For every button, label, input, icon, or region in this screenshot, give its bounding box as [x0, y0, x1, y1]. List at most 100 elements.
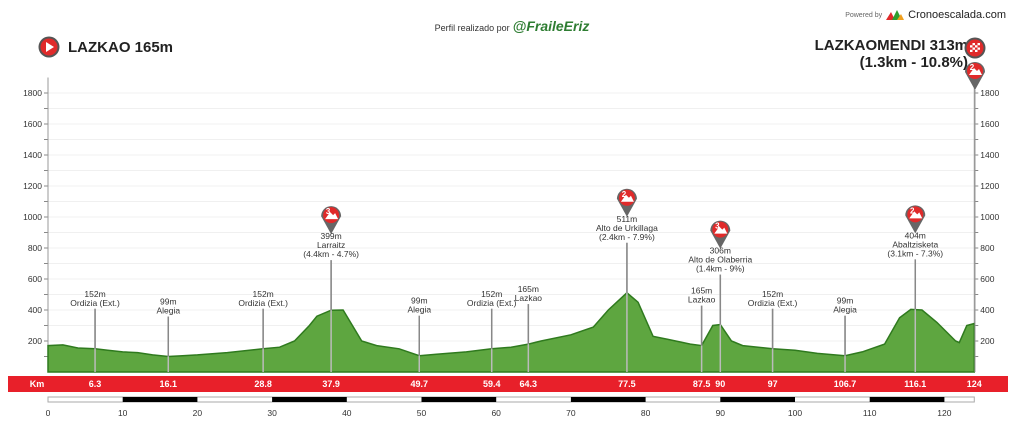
checkered-flag-icon	[964, 37, 986, 59]
distance-scale-segment	[421, 397, 497, 402]
waypoint-alt: 165m	[691, 286, 712, 296]
climb-category: 3	[326, 207, 331, 216]
mountain-logo-icon	[886, 10, 905, 20]
start-title: LAZKAO 165m	[68, 38, 174, 56]
km-mark: 59.4	[483, 379, 501, 389]
waypoint-alt: 99m	[411, 296, 428, 306]
play-icon	[38, 36, 60, 58]
y-tick-label-left: 800	[28, 243, 42, 253]
waypoint	[710, 220, 731, 372]
y-tick-label-right: 1000	[980, 212, 999, 222]
y-tick-label-right: 1800	[980, 88, 999, 98]
x-tick-label: 50	[417, 408, 427, 418]
finish-title: LAZKAOMENDI 313m	[814, 37, 968, 54]
km-mark: 16.1	[160, 379, 178, 389]
waypoint	[616, 188, 637, 372]
distance-scale-segment	[570, 397, 646, 402]
km-mark: 64.3	[520, 379, 538, 389]
y-tick-label-right: 400	[980, 305, 994, 315]
start-label: LAZKAO 165m	[38, 36, 173, 58]
km-mark: 6.3	[89, 379, 102, 389]
y-tick-label-right: 1200	[980, 181, 999, 191]
waypoint-detail: (4.4km - 4.7%)	[303, 249, 359, 259]
y-tick-label-left: 600	[28, 274, 42, 284]
waypoint-alt: 152m	[253, 289, 274, 299]
waypoint-alt: 99m	[160, 297, 177, 307]
waypoint-alt: 152m	[762, 289, 783, 299]
distance-scale-segment	[720, 397, 795, 402]
waypoint-alt: 165m	[518, 284, 539, 294]
mountain-icon	[620, 194, 634, 202]
mountain-icon	[909, 211, 923, 219]
climb-category: 3	[715, 222, 720, 231]
waypoint-name: Ordizia (Ext.)	[238, 298, 288, 308]
x-tick-label: 60	[491, 408, 501, 418]
waypoint-alt: 152m	[481, 289, 502, 299]
waypoint-name: Lazkao	[688, 295, 716, 305]
waypoint-name: Ordizia (Ext.)	[70, 298, 120, 308]
x-tick-label: 10	[118, 408, 128, 418]
km-bar-label: Km	[30, 379, 45, 389]
credit-author[interactable]: @FraileEriz	[512, 18, 590, 34]
y-tick-label-left: 400	[28, 305, 42, 315]
x-tick-label: 70	[566, 408, 576, 418]
x-tick-label: 30	[267, 408, 277, 418]
waypoint-detail: (2.4km - 7.9%)	[599, 232, 655, 242]
waypoint-alt: 404m	[905, 230, 926, 240]
waypoint-name: Ordizia (Ext.)	[467, 298, 517, 308]
waypoint-alt: 152m	[84, 289, 105, 299]
brand-name: Cronoescalada.com	[908, 9, 1006, 21]
climb-category: 2	[910, 206, 915, 215]
x-tick-label: 80	[641, 408, 651, 418]
y-tick-label-right: 800	[980, 243, 994, 253]
waypoint	[321, 206, 342, 372]
km-mark: 49.7	[410, 379, 428, 389]
y-tick-label-left: 1000	[23, 212, 42, 222]
credit: Perfil realizado por @FraileEriz	[0, 18, 1024, 34]
credit-prefix: Perfil realizado por	[434, 23, 510, 33]
km-mark: 116.1	[904, 379, 926, 389]
km-mark: 124	[967, 379, 982, 389]
km-mark: 97	[768, 379, 778, 389]
y-tick-label-left: 1800	[23, 88, 42, 98]
waypoint	[905, 205, 926, 372]
y-tick-label-right: 1400	[980, 150, 999, 160]
waypoint-name: Lazkao	[515, 293, 543, 303]
mountain-icon	[325, 212, 339, 220]
waypoint-name: Alto de Olaberria	[688, 255, 752, 265]
y-tick-label-left: 1200	[23, 181, 42, 191]
distance-scale-segment	[869, 397, 945, 402]
y-tick-label-left: 1600	[23, 119, 42, 129]
powered-by[interactable]: Powered by Cronoescalada.com	[845, 9, 1006, 21]
x-tick-label: 20	[193, 408, 203, 418]
y-tick-label-right: 200	[980, 336, 994, 346]
waypoint-alt: 511m	[617, 214, 638, 224]
powered-by-label: Powered by	[845, 11, 883, 19]
km-mark: 28.8	[254, 379, 272, 389]
waypoint-name: Alegia	[407, 305, 431, 315]
km-mark: 77.5	[618, 379, 636, 389]
km-mark: 37.9	[322, 379, 340, 389]
distance-scale-segment	[272, 397, 347, 402]
waypoint-alt: 399m	[320, 231, 341, 241]
mountain-icon	[714, 226, 728, 234]
waypoint-name: Ordizia (Ext.)	[748, 298, 798, 308]
km-mark: 90	[715, 379, 725, 389]
waypoint-alt: 306m	[710, 246, 731, 256]
waypoint-name: Abaltzisketa	[892, 239, 938, 249]
x-tick-label: 90	[716, 408, 726, 418]
x-tick-label: 110	[863, 408, 877, 418]
km-bar	[8, 376, 1008, 392]
waypoint-detail: (3.1km - 7.3%)	[887, 248, 943, 258]
y-tick-label-left: 1400	[23, 150, 42, 160]
waypoint-detail: (1.4km - 9%)	[696, 264, 745, 274]
climb-category: 2	[622, 190, 627, 199]
waypoint-alt: 99m	[837, 296, 854, 306]
finish-detail: (1.3km - 10.8%)	[859, 54, 968, 71]
distance-scale	[47, 396, 975, 403]
waypoint-name: Alto de Urkillaga	[596, 223, 658, 233]
y-tick-label-left: 200	[28, 336, 42, 346]
finish-label: LAZKAOMENDI 313m (1.3km - 10.8%)	[815, 37, 968, 71]
y-tick-label-right: 1600	[980, 119, 999, 129]
